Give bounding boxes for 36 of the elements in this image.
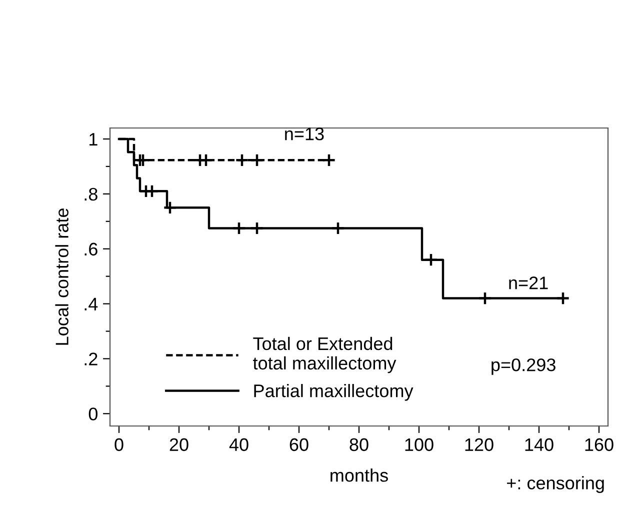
point xyxy=(163,200,177,215)
point xyxy=(235,153,249,168)
x-tick-label: 20 xyxy=(170,438,188,452)
x-tick-label: 40 xyxy=(229,438,248,452)
point xyxy=(331,221,345,236)
x-tick-label: 160 xyxy=(585,438,614,452)
y-tick-label: 0 xyxy=(88,408,98,420)
point xyxy=(232,221,246,236)
point xyxy=(145,184,159,198)
point xyxy=(478,291,492,306)
annotation: n=13 xyxy=(285,128,324,140)
legend-label: Partial maxillectomy xyxy=(254,384,414,401)
x-tick-label: 80 xyxy=(350,438,368,452)
y-tick-label: 1 xyxy=(90,133,98,146)
x-axis-title: months xyxy=(330,468,388,482)
y-tick-label: .4 xyxy=(84,298,98,310)
x-tick-label: 60 xyxy=(290,438,308,452)
point xyxy=(424,252,438,267)
point xyxy=(136,153,150,168)
annotation: p=0.293 xyxy=(492,358,556,375)
y-tick-label: .8 xyxy=(84,188,98,201)
x-tick-label: 0 xyxy=(114,438,124,452)
text: +: censoring xyxy=(507,476,604,493)
y-axis-title: Local control rate xyxy=(55,208,68,345)
legend-label: Total or Extended total maxillectomy xyxy=(253,336,396,374)
point xyxy=(199,153,213,168)
point xyxy=(250,221,264,236)
point xyxy=(250,153,264,168)
y-tick-label: .6 xyxy=(84,242,98,256)
x-tick-label: 140 xyxy=(525,438,554,452)
x-tick-label: 120 xyxy=(465,438,494,452)
annotation: n=21 xyxy=(509,276,548,290)
y-tick-label: .2 xyxy=(84,352,98,366)
x-tick-label: 100 xyxy=(405,438,434,452)
point xyxy=(322,153,336,168)
point xyxy=(556,291,570,306)
